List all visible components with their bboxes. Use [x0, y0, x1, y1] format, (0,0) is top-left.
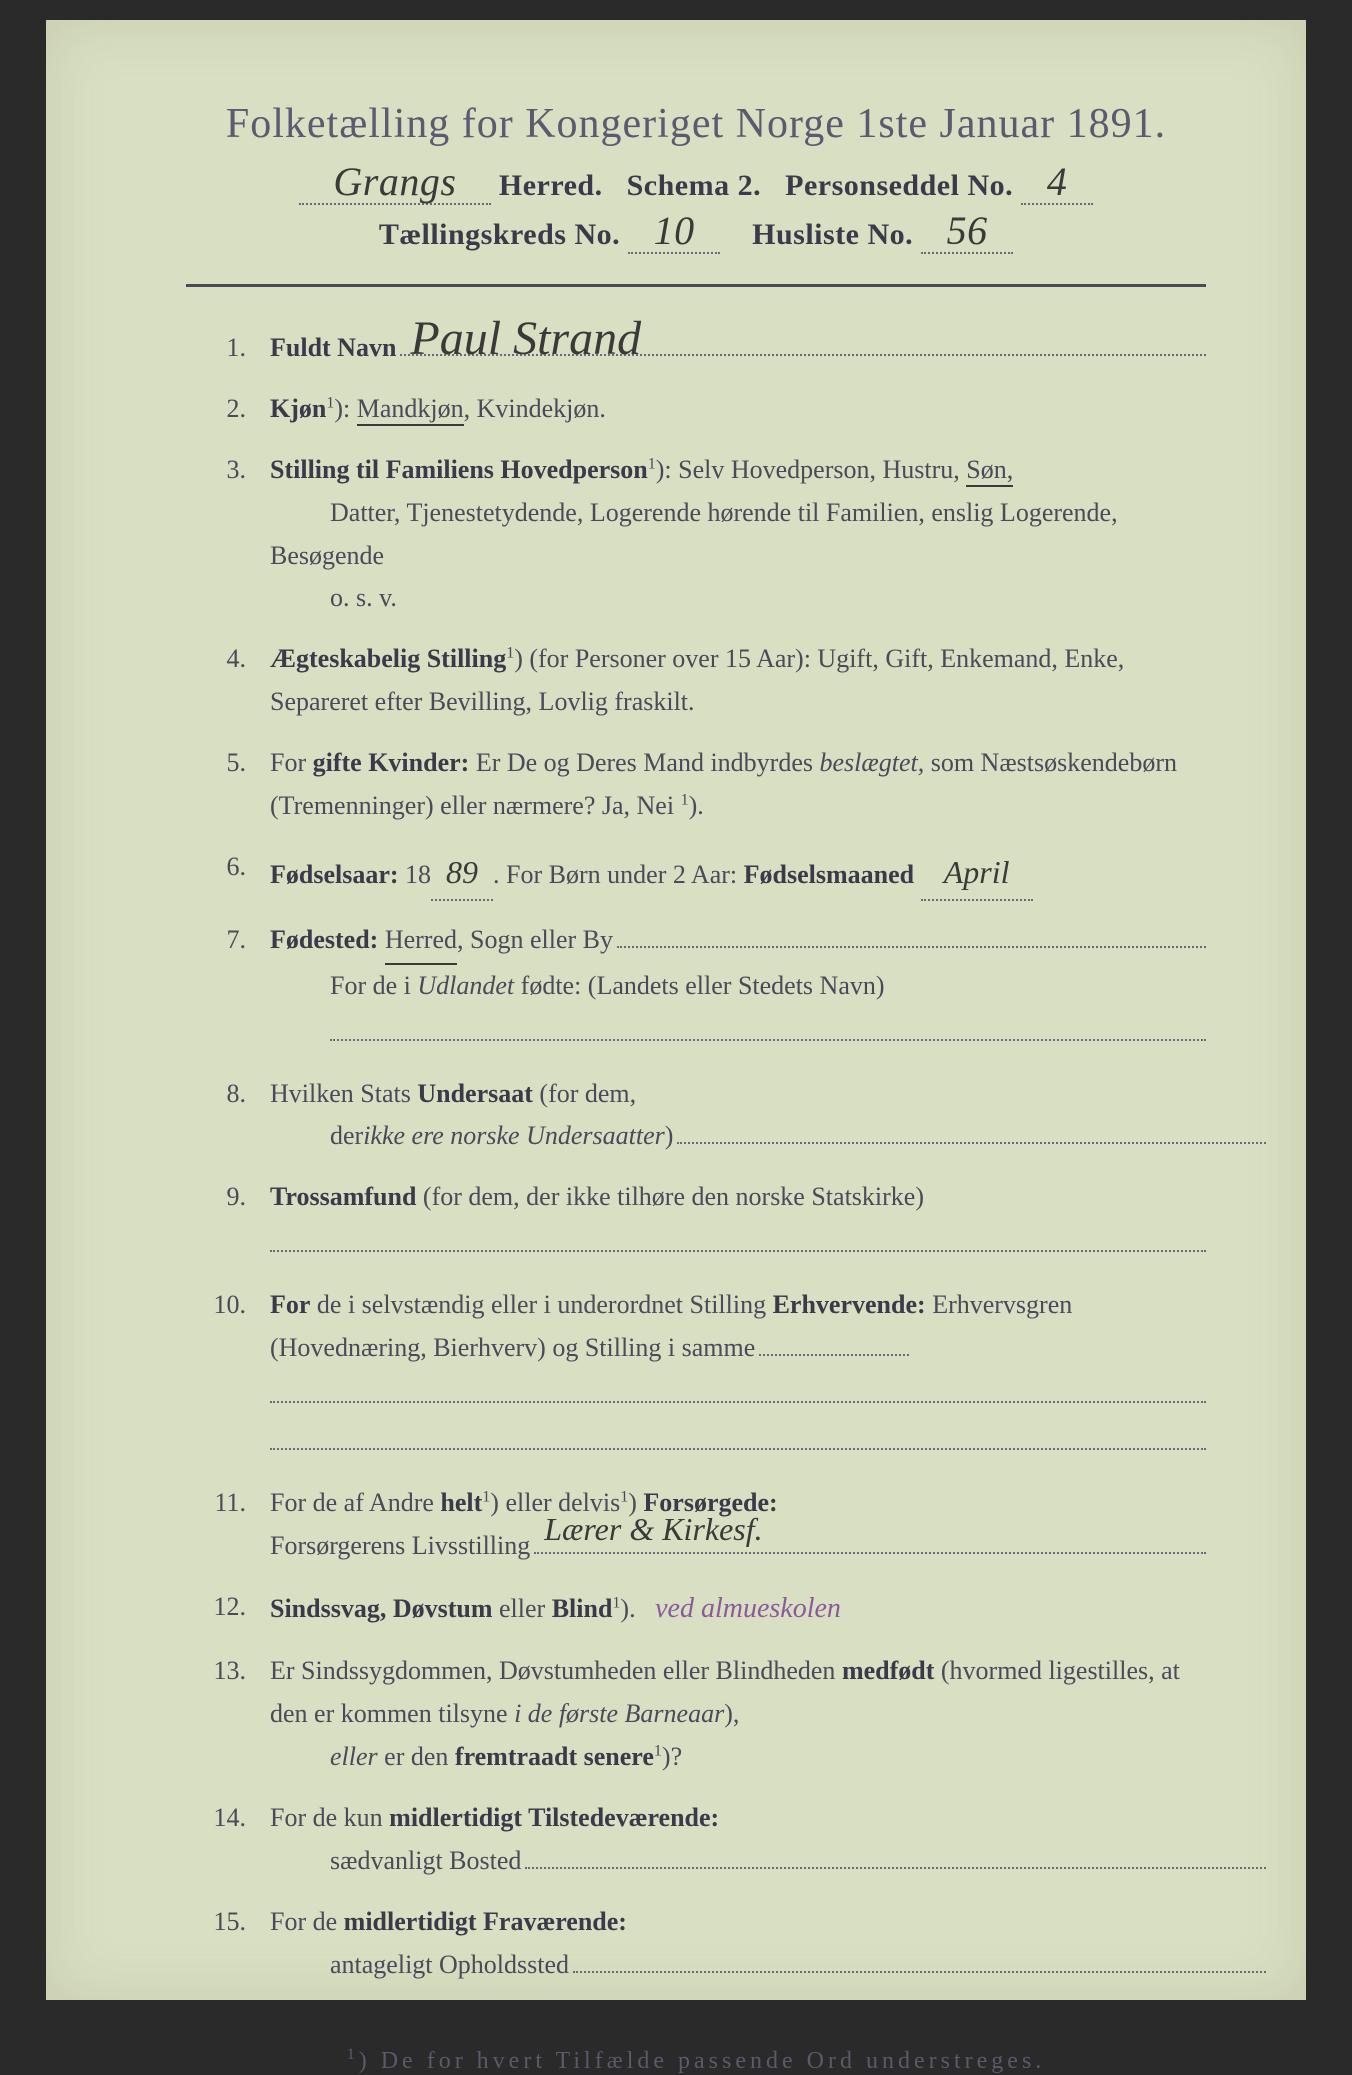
- q2-label: Kjøn: [270, 394, 326, 423]
- q11: 11. For de af Andre helt1) eller delvis1…: [186, 1482, 1206, 1568]
- q6: 6. Fødselsaar: 1889. For Børn under 2 Aa…: [186, 846, 1206, 901]
- q14: 14. For de kun midlertidigt Tilstedevære…: [186, 1797, 1206, 1883]
- header-line-1: Grangs Herred. Schema 2. Personseddel No…: [186, 166, 1206, 205]
- q11-num: 11.: [186, 1482, 270, 1568]
- herred-handwritten: Grangs: [333, 166, 456, 198]
- q15: 15. For de midlertidigt Fraværende: anta…: [186, 1901, 1206, 1987]
- footnote: 1) De for hvert Tilfælde passende Ord un…: [186, 2046, 1206, 2075]
- q8-num: 8.: [186, 1073, 270, 1159]
- q2: 2. Kjøn1): Mandkjøn, Kvindekjøn.: [186, 388, 1206, 431]
- q9-label: Trossamfund: [270, 1182, 416, 1211]
- q1-name-hand: Paul Strand: [410, 320, 641, 358]
- personseddel-label: Personseddel No.: [785, 169, 1013, 202]
- q10: 10. For de i selvstændig eller i underor…: [186, 1284, 1206, 1464]
- q4-label: Ægteskabelig Stilling: [270, 644, 506, 673]
- q3-num: 3.: [186, 449, 270, 621]
- q15-num: 15.: [186, 1901, 270, 1987]
- q3-label: Stilling til Familiens Hovedperson: [270, 455, 648, 484]
- schema-label: Schema 2.: [627, 169, 762, 202]
- form-entries: 1. Fuldt Navn Paul Strand 2. Kjøn1): Man…: [186, 327, 1206, 1986]
- q1-label: Fuldt Navn: [270, 327, 396, 370]
- divider-line: [186, 284, 1206, 287]
- q9-num: 9.: [186, 1176, 270, 1266]
- q12: 12. Sindssvag, Døvstum eller Blind1). ve…: [186, 1586, 1206, 1632]
- q7: 7. Fødested: Herred, Sogn eller By For d…: [186, 919, 1206, 1055]
- q1-num: 1.: [186, 327, 270, 370]
- census-form-page: Folketælling for Kongeriget Norge 1ste J…: [46, 20, 1306, 2000]
- main-title: Folketælling for Kongeriget Norge 1ste J…: [186, 100, 1206, 148]
- q14-num: 14.: [186, 1797, 270, 1883]
- q11-hand: Lærer & Kirkesf.: [544, 1503, 762, 1556]
- q6-label: Fødselsaar:: [270, 860, 399, 889]
- kreds-no: 10: [654, 215, 695, 247]
- kreds-label: Tællingskreds No.: [379, 218, 620, 251]
- q5: 5. For gifte Kvinder: Er De og Deres Man…: [186, 742, 1206, 828]
- herred-label: Herred.: [499, 169, 603, 202]
- q4: 4. Ægteskabelig Stilling1) (for Personer…: [186, 638, 1206, 724]
- q5-num: 5.: [186, 742, 270, 828]
- husliste-no: 56: [947, 215, 988, 247]
- q10-num: 10.: [186, 1284, 270, 1464]
- q3: 3. Stilling til Familiens Hovedperson1):…: [186, 449, 1206, 621]
- q7-label: Fødested:: [270, 919, 378, 962]
- header-line-2: Tællingskreds No. 10 Husliste No. 56: [186, 215, 1206, 254]
- personseddel-no: 4: [1047, 166, 1068, 198]
- q7-num: 7.: [186, 919, 270, 1055]
- q4-num: 4.: [186, 638, 270, 724]
- q12-hand: ved almueskolen: [655, 1593, 841, 1624]
- q9: 9. Trossamfund (for dem, der ikke tilhør…: [186, 1176, 1206, 1266]
- q5-label: gifte Kvinder:: [313, 748, 470, 777]
- q2-underlined: Mandkjøn: [357, 394, 464, 426]
- q3-text3: o. s. v.: [270, 583, 397, 612]
- q6-month: April: [944, 854, 1010, 890]
- husliste-label: Husliste No.: [752, 218, 913, 251]
- q13-num: 13.: [186, 1650, 270, 1779]
- q2-num: 2.: [186, 388, 270, 431]
- q3-underlined: Søn,: [966, 455, 1013, 487]
- q3-text2: Datter, Tjenestetydende, Logerende høren…: [270, 498, 1118, 570]
- q6-year: 89: [446, 854, 478, 890]
- q13: 13. Er Sindssygdommen, Døvstumheden elle…: [186, 1650, 1206, 1779]
- q6-num: 6.: [186, 846, 270, 901]
- q8: 8. Hvilken Stats Undersaat (for dem, der…: [186, 1073, 1206, 1159]
- q1: 1. Fuldt Navn Paul Strand: [186, 327, 1206, 370]
- q12-num: 12.: [186, 1586, 270, 1632]
